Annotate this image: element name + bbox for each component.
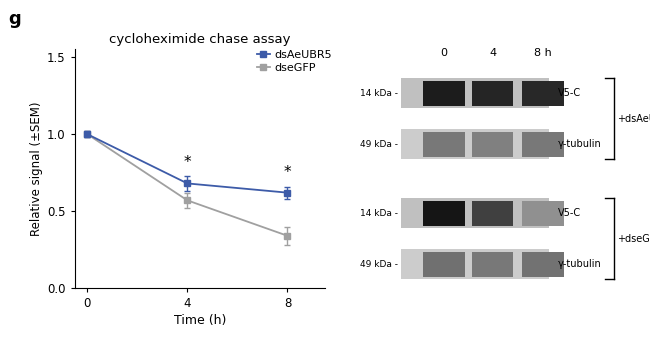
Y-axis label: Relative signal (±SEM): Relative signal (±SEM) bbox=[30, 102, 43, 236]
Text: 49 kDa -: 49 kDa - bbox=[360, 140, 398, 149]
Legend: dsAeUBR5, dseGFP: dsAeUBR5, dseGFP bbox=[257, 50, 332, 73]
Bar bbox=[472, 201, 514, 226]
X-axis label: Time (h): Time (h) bbox=[174, 314, 226, 327]
Text: 8 h: 8 h bbox=[534, 48, 552, 58]
Bar bbox=[472, 81, 514, 106]
Text: 0: 0 bbox=[440, 48, 447, 58]
Bar bbox=[423, 201, 465, 226]
Bar bbox=[401, 129, 549, 159]
Text: γ-tubulin: γ-tubulin bbox=[558, 260, 601, 269]
Bar bbox=[423, 252, 465, 277]
Bar bbox=[423, 132, 465, 157]
Text: V5-C: V5-C bbox=[558, 208, 581, 218]
Bar bbox=[522, 132, 564, 157]
Text: *: * bbox=[183, 154, 191, 169]
Text: 14 kDa -: 14 kDa - bbox=[360, 209, 398, 218]
Bar bbox=[401, 78, 549, 108]
Bar bbox=[423, 81, 465, 106]
Text: *: * bbox=[283, 165, 291, 180]
Text: 49 kDa -: 49 kDa - bbox=[360, 260, 398, 269]
Title: cycloheximide chase assay: cycloheximide chase assay bbox=[109, 32, 291, 45]
Bar bbox=[522, 81, 564, 106]
Text: 4: 4 bbox=[489, 48, 496, 58]
Text: 14 kDa -: 14 kDa - bbox=[360, 89, 398, 98]
Text: V5-C: V5-C bbox=[558, 88, 581, 98]
Bar bbox=[472, 132, 514, 157]
Bar bbox=[401, 198, 549, 228]
Text: +dsAeUBR5: +dsAeUBR5 bbox=[617, 114, 650, 124]
Bar bbox=[401, 249, 549, 279]
Bar bbox=[472, 252, 514, 277]
Bar bbox=[522, 201, 564, 226]
Text: +dseGFP: +dseGFP bbox=[617, 234, 650, 244]
Text: g: g bbox=[8, 10, 21, 28]
Bar bbox=[522, 252, 564, 277]
Text: γ-tubulin: γ-tubulin bbox=[558, 139, 601, 149]
